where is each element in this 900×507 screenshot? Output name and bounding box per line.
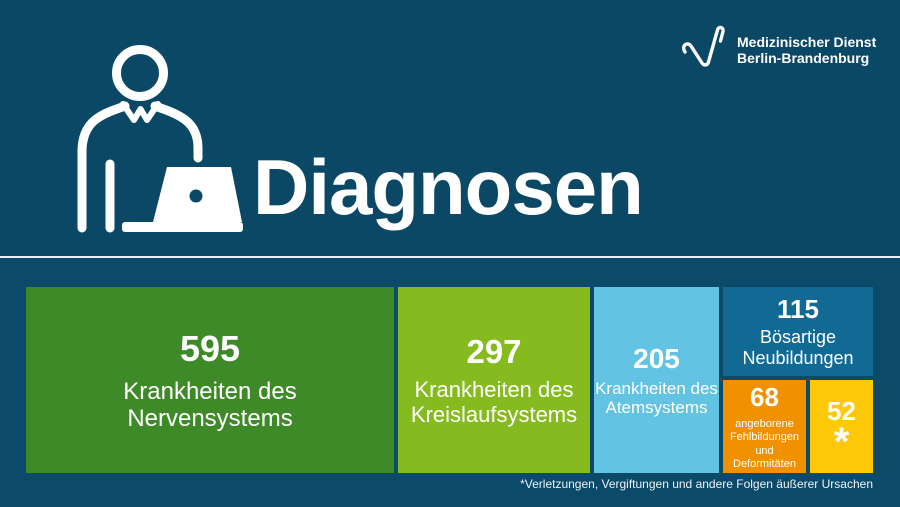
block-value: 297 [466,332,522,370]
brand-logo: Medizinischer Dienst Berlin-Brandenburg [676,22,876,78]
treemap-block-atemsystem: 205 Krankheiten des Atemsystems [594,287,719,473]
block-value: 52 [827,396,856,426]
brand-name-line2: Berlin-Brandenburg [737,50,870,66]
block-value: 595 [179,327,241,369]
asterisk-footnote-marker: * [833,420,850,464]
treemap-block-verletzungen: 52 * [810,380,873,473]
checkmark-logo-icon [682,25,725,67]
header-banner: Diagnosen Medizinischer Dienst Berlin-Br… [77,22,877,233]
treemap-block-fehlbildungen: 68 angeborene Fehlbildungen und Deformit… [723,380,806,473]
treemap-block-nervensystem: 595 Krankheiten des Nervensystems [26,287,394,473]
person-at-laptop-icon [77,45,243,233]
treemap-block-neubildungen: 115 Bösartige Neubildungen [723,287,873,376]
divider-line [0,256,900,258]
treemap-block-kreislaufsystem: 297 Krankheiten des Kreislaufsystems [398,287,590,473]
block-label: Krankheiten des Atemsystems [595,378,718,417]
block-value: 68 [750,382,779,413]
block-value: 115 [777,294,819,325]
block-label: Krankheiten des Nervensystems [123,377,297,432]
footnote: *Verletzungen, Vergiftungen und andere F… [520,477,873,491]
brand-name: Medizinischer Dienst Berlin-Brandenburg [737,34,876,66]
page-title: Diagnosen [253,143,644,231]
block-label: Bösartige Neubildungen [742,327,854,368]
block-label: angeborene Fehlbildungen und Deformitäte… [729,418,800,470]
block-value: 205 [633,342,680,374]
brand-name-line1: Medizinischer Dienst [737,33,877,50]
block-label: Krankheiten des Kreislaufsystems [410,376,578,427]
